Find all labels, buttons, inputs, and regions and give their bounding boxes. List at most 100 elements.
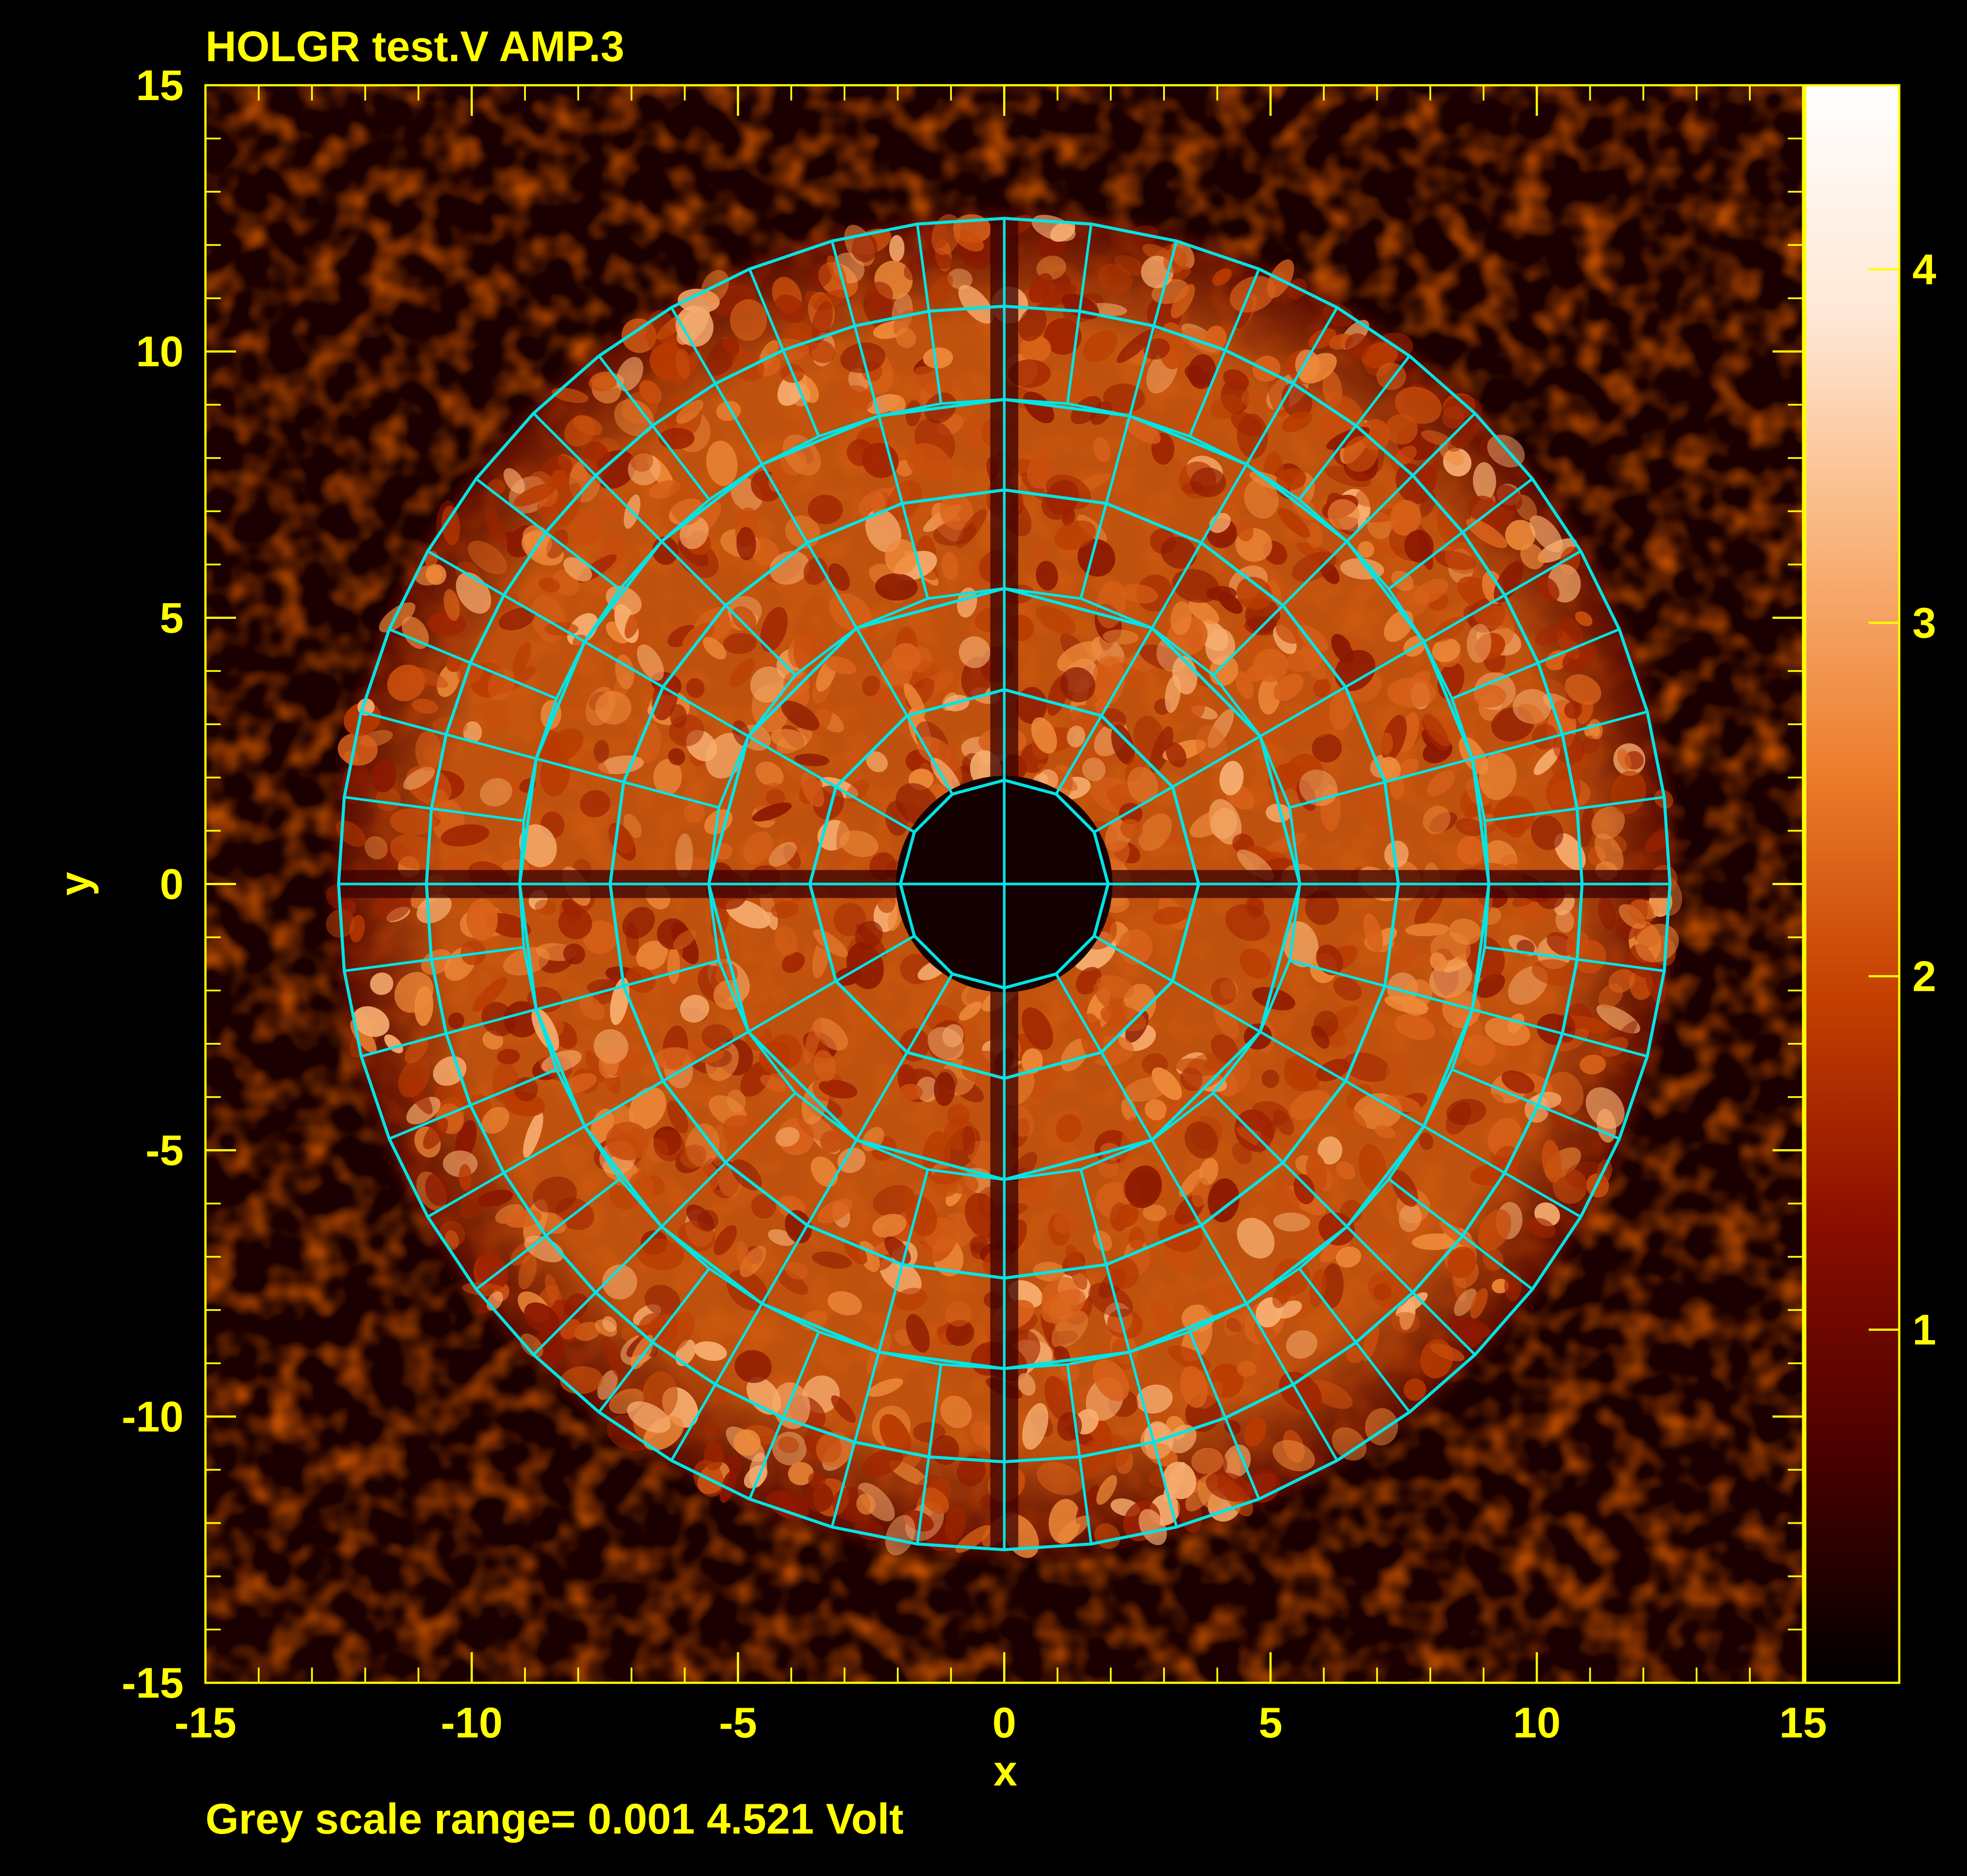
speckle-blob — [752, 803, 792, 822]
speckle-blob — [1575, 611, 1593, 626]
speckle-blob — [825, 656, 857, 675]
speckle-blob — [481, 1107, 510, 1134]
speckle-blob — [653, 759, 682, 795]
speckle-blob — [1218, 592, 1243, 614]
speckle-blob — [1518, 703, 1545, 725]
panel-edge — [906, 715, 954, 795]
panel-grid — [337, 217, 1672, 1551]
speckle-blob — [1644, 829, 1671, 853]
speckle-blob — [1182, 696, 1205, 721]
speckle-blob — [402, 616, 429, 649]
speckle-blob — [1608, 969, 1635, 993]
panel-edge — [1577, 796, 1665, 810]
speckle-blob — [1107, 1309, 1143, 1339]
speckle-blob — [862, 675, 880, 696]
speckle-blob — [811, 301, 833, 343]
speckle-blob — [865, 508, 901, 552]
speckle-blob — [1325, 466, 1372, 487]
speckle-blob — [1313, 678, 1331, 698]
panel-edge — [1504, 550, 1581, 597]
speckle-blob — [1138, 1509, 1167, 1546]
panel-edge — [782, 350, 820, 437]
speckle-blob — [941, 552, 959, 580]
speckle-blob — [384, 1034, 403, 1053]
panel-edge — [545, 531, 621, 590]
panel-edge — [853, 325, 880, 417]
panel-edge — [1298, 1268, 1357, 1344]
speckle-blob — [552, 387, 589, 403]
speckle-blob — [925, 275, 953, 306]
speckle-blob — [371, 759, 396, 792]
speckle-blob — [437, 664, 460, 697]
speckle-blob — [595, 691, 632, 725]
speckle-blob — [1629, 899, 1654, 925]
speckle-blob — [889, 1460, 928, 1486]
speckle-blob — [734, 1350, 772, 1383]
speckle-blob — [808, 1472, 826, 1489]
speckle-blob — [1505, 520, 1536, 550]
colorbar-tick-label: 4 — [1912, 245, 1936, 293]
speckle-blob — [1279, 1372, 1322, 1412]
speckle-blob — [423, 1118, 448, 1150]
speckle-blob — [1128, 1226, 1145, 1250]
speckle-blob — [1596, 1004, 1640, 1034]
speckle-blob — [813, 1050, 836, 1082]
speckle-blob — [1276, 468, 1307, 490]
speckle-blob — [1164, 1143, 1188, 1165]
panel-edge — [1245, 1303, 1294, 1385]
speckle-blob — [842, 385, 873, 411]
speckle-blob — [879, 1414, 911, 1458]
speckle-blob — [1336, 1246, 1362, 1268]
panel-edge — [662, 686, 749, 737]
speckle-blob — [1478, 1209, 1512, 1251]
panel-edge — [1484, 807, 1578, 822]
panel-edge — [1259, 1031, 1346, 1082]
speckle-blob — [1430, 932, 1471, 966]
speckle-blob — [785, 1261, 809, 1280]
speckle-blob — [433, 1056, 466, 1086]
speckle-blob — [1316, 945, 1344, 976]
panel-edge — [445, 1008, 537, 1035]
speckle-blob — [1180, 1365, 1208, 1408]
speckle-blob — [1427, 770, 1455, 797]
speckle-blob — [636, 941, 668, 970]
speckle-blob — [1484, 1017, 1530, 1046]
speckle-blob — [1272, 909, 1292, 945]
speckle-blob — [1293, 1174, 1315, 1205]
speckle-blob — [1395, 1014, 1435, 1040]
speckle-blob — [1562, 616, 1583, 643]
speckle-blob — [1473, 684, 1506, 708]
speckle-blob — [1230, 276, 1276, 313]
x-tick-label: 10 — [1513, 1699, 1560, 1747]
speckle-blob — [793, 625, 824, 674]
speckle-blob — [463, 721, 482, 743]
speckle-blob — [1378, 757, 1401, 782]
panel-edge — [1152, 1442, 1178, 1528]
panel-edge — [1224, 268, 1261, 351]
speckle-blob — [810, 262, 833, 288]
panel-edge — [545, 1178, 621, 1237]
panel-edge — [1472, 733, 1563, 760]
speckle-blob — [891, 643, 921, 671]
speckle-blob — [670, 704, 687, 728]
speckle-blob — [606, 585, 642, 615]
panel-edge — [1412, 412, 1476, 476]
speckle-blob — [1182, 1304, 1214, 1333]
speckle-blob — [1008, 359, 1051, 388]
speckle-blob — [1151, 1067, 1182, 1100]
panel-edge — [928, 311, 942, 404]
panel-edge — [1345, 1080, 1425, 1128]
speckle-blob — [1545, 1102, 1574, 1130]
panel-edge — [835, 785, 915, 834]
speckle-blob — [1273, 674, 1304, 701]
speckle-blob — [1430, 952, 1447, 972]
speckle-blob — [817, 1199, 853, 1223]
speckle-blob — [1161, 536, 1197, 569]
speckle-blob — [478, 702, 510, 729]
speckle-blob — [1265, 803, 1291, 823]
speckle-blob — [1050, 221, 1076, 242]
speckle-blob — [1096, 975, 1134, 999]
speckle-blob — [1405, 923, 1449, 936]
speckle-blob — [913, 1422, 945, 1443]
speckle-blob — [844, 1240, 867, 1265]
